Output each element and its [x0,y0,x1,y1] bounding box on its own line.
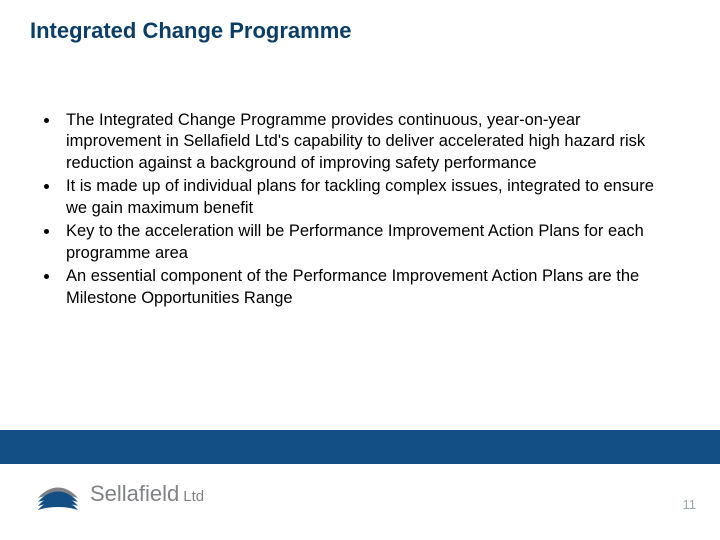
brand-text: Sellafield Ltd [90,481,204,507]
footer-bar [0,430,720,464]
brand-logo: Sellafield Ltd [36,474,204,514]
slide-title: Integrated Change Programme [30,18,352,44]
bullet-list: The Integrated Change Programme provides… [38,110,668,309]
slide: Integrated Change Programme The Integrat… [0,0,720,540]
brand-suffix: Ltd [183,488,204,505]
brand-name: Sellafield [90,481,179,507]
bullet-item: Key to the acceleration will be Performa… [60,221,668,264]
slide-body: The Integrated Change Programme provides… [38,110,668,311]
bullet-item: The Integrated Change Programme provides… [60,110,668,174]
bullet-item: An essential component of the Performanc… [60,266,668,309]
bullet-item: It is made up of individual plans for ta… [60,176,668,219]
swoosh-icon [36,474,80,514]
page-number: 11 [683,497,697,512]
